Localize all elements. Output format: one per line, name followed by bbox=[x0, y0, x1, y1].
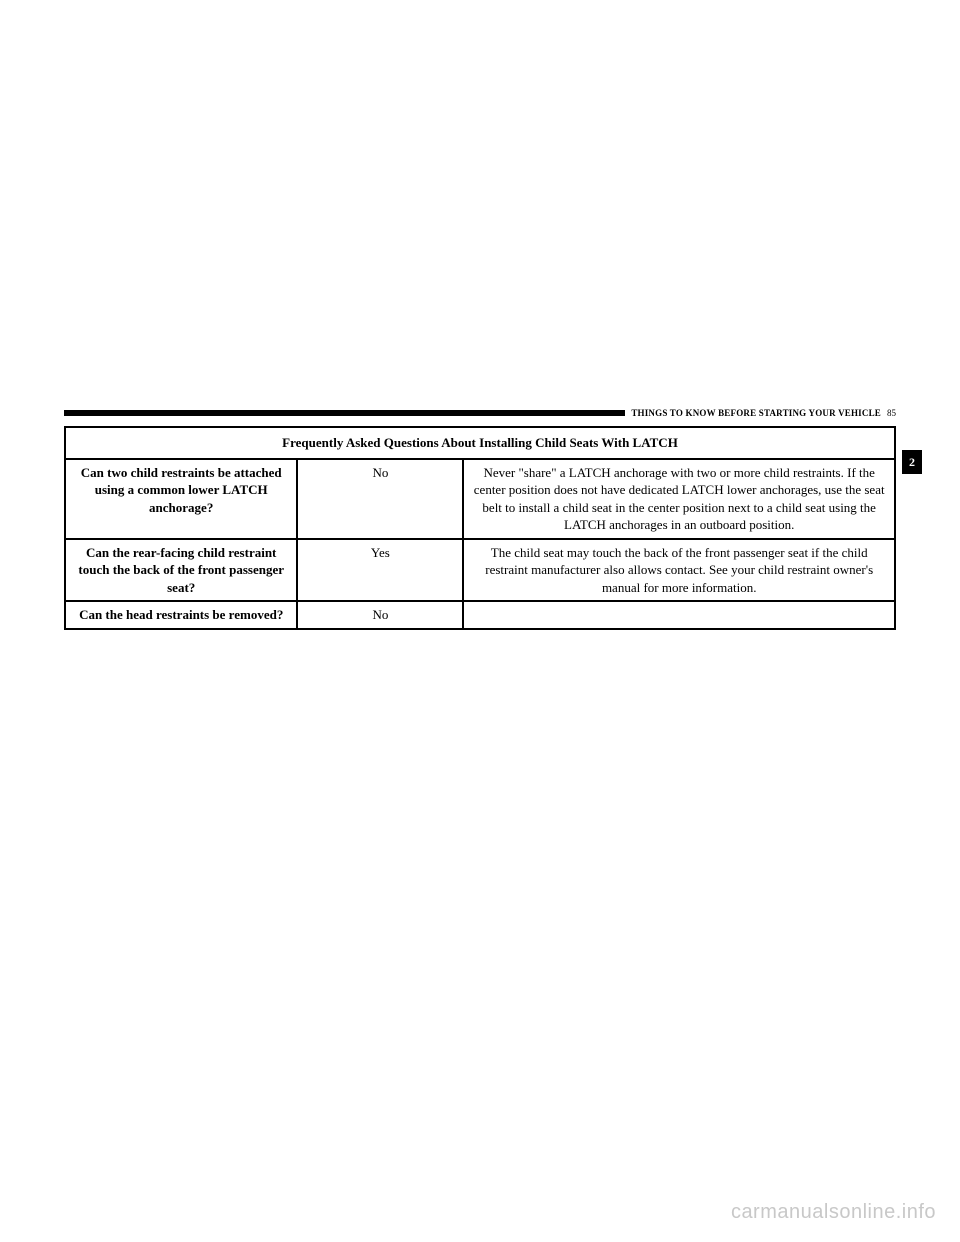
chapter-tab: 2 bbox=[902, 450, 922, 474]
question-cell: Can the head restraints be removed? bbox=[65, 601, 297, 629]
content-region: THINGS TO KNOW BEFORE STARTING YOUR VEHI… bbox=[64, 406, 896, 630]
watermark: carmanualsonline.info bbox=[731, 1201, 936, 1224]
table-row: Can the rear-facing child restraint touc… bbox=[65, 539, 895, 602]
header-rule bbox=[64, 410, 625, 416]
table-title: Frequently Asked Questions About Install… bbox=[65, 427, 895, 459]
answer-cell: No bbox=[297, 601, 463, 629]
detail-cell: The child seat may touch the back of the… bbox=[463, 539, 895, 602]
faq-table: Frequently Asked Questions About Install… bbox=[64, 426, 896, 630]
table-row: Can the head restraints be removed? No bbox=[65, 601, 895, 629]
page-wrap: THINGS TO KNOW BEFORE STARTING YOUR VEHI… bbox=[0, 0, 960, 1242]
table-row: Can two child restraints be attached usi… bbox=[65, 459, 895, 539]
answer-cell: No bbox=[297, 459, 463, 539]
question-cell: Can two child restraints be attached usi… bbox=[65, 459, 297, 539]
detail-cell bbox=[463, 601, 895, 629]
answer-cell: Yes bbox=[297, 539, 463, 602]
table-header-row: Frequently Asked Questions About Install… bbox=[65, 427, 895, 459]
question-cell: Can the rear-facing child restraint touc… bbox=[65, 539, 297, 602]
section-title: THINGS TO KNOW BEFORE STARTING YOUR VEHI… bbox=[625, 408, 881, 418]
page-number: 85 bbox=[881, 408, 896, 418]
detail-cell: Never "share" a LATCH anchorage with two… bbox=[463, 459, 895, 539]
header-bar: THINGS TO KNOW BEFORE STARTING YOUR VEHI… bbox=[64, 406, 896, 420]
